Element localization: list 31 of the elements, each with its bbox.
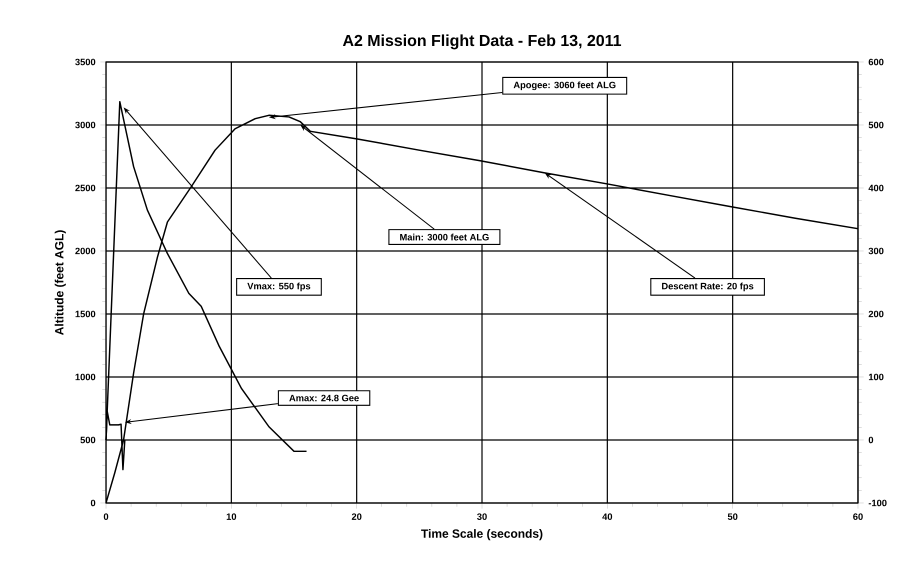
y-tick-label: 2500 [75,184,96,192]
y2-tick-label: -100 [868,500,887,506]
annotation: Main: 3000 feet ALG [400,234,489,240]
y2-tick-label: 500 [868,122,884,128]
x-tick-label: 60 [853,513,863,520]
y2-tick-label: 200 [868,310,884,318]
y2-tick-label: 400 [868,184,884,192]
x-tick-label: 40 [602,513,612,520]
y2-tick-label: 100 [868,374,884,380]
y-tick-label: 0 [90,500,96,506]
x-tick-label: 0 [104,513,108,520]
annotation: Vmax: 550 fps [247,282,310,292]
annotation: Amax: 24.8 Gee [289,394,359,402]
y2-tick-label: 0 [868,436,874,444]
y-tick-label: 500 [80,436,96,444]
x-tick-label: 50 [728,513,738,520]
annotation: Apogee: 3060 feet ALG [514,81,616,90]
annotation: Descent Rate: 20 fps [662,282,754,292]
y-tick-label: 1000 [76,374,96,380]
y2-tick-label: 600 [868,58,884,66]
x-tick-label: 20 [352,513,362,520]
x-tick-label: 30 [477,513,487,520]
y-tick-label: 2000 [75,248,96,254]
chart-title: A2 Mission Flight Data - Feb 13, 2011 [342,34,622,50]
x-tick-label: 10 [226,513,236,520]
y-tick-label: 3500 [75,58,96,66]
y-axis-title: Altitude (feet AGL) [54,230,66,335]
y-tick-label: 1500 [76,310,96,318]
x-axis-title: Time Scale (seconds) [421,529,542,540]
y2-tick-label: 300 [868,248,884,254]
y-tick-label: 3000 [75,122,96,128]
